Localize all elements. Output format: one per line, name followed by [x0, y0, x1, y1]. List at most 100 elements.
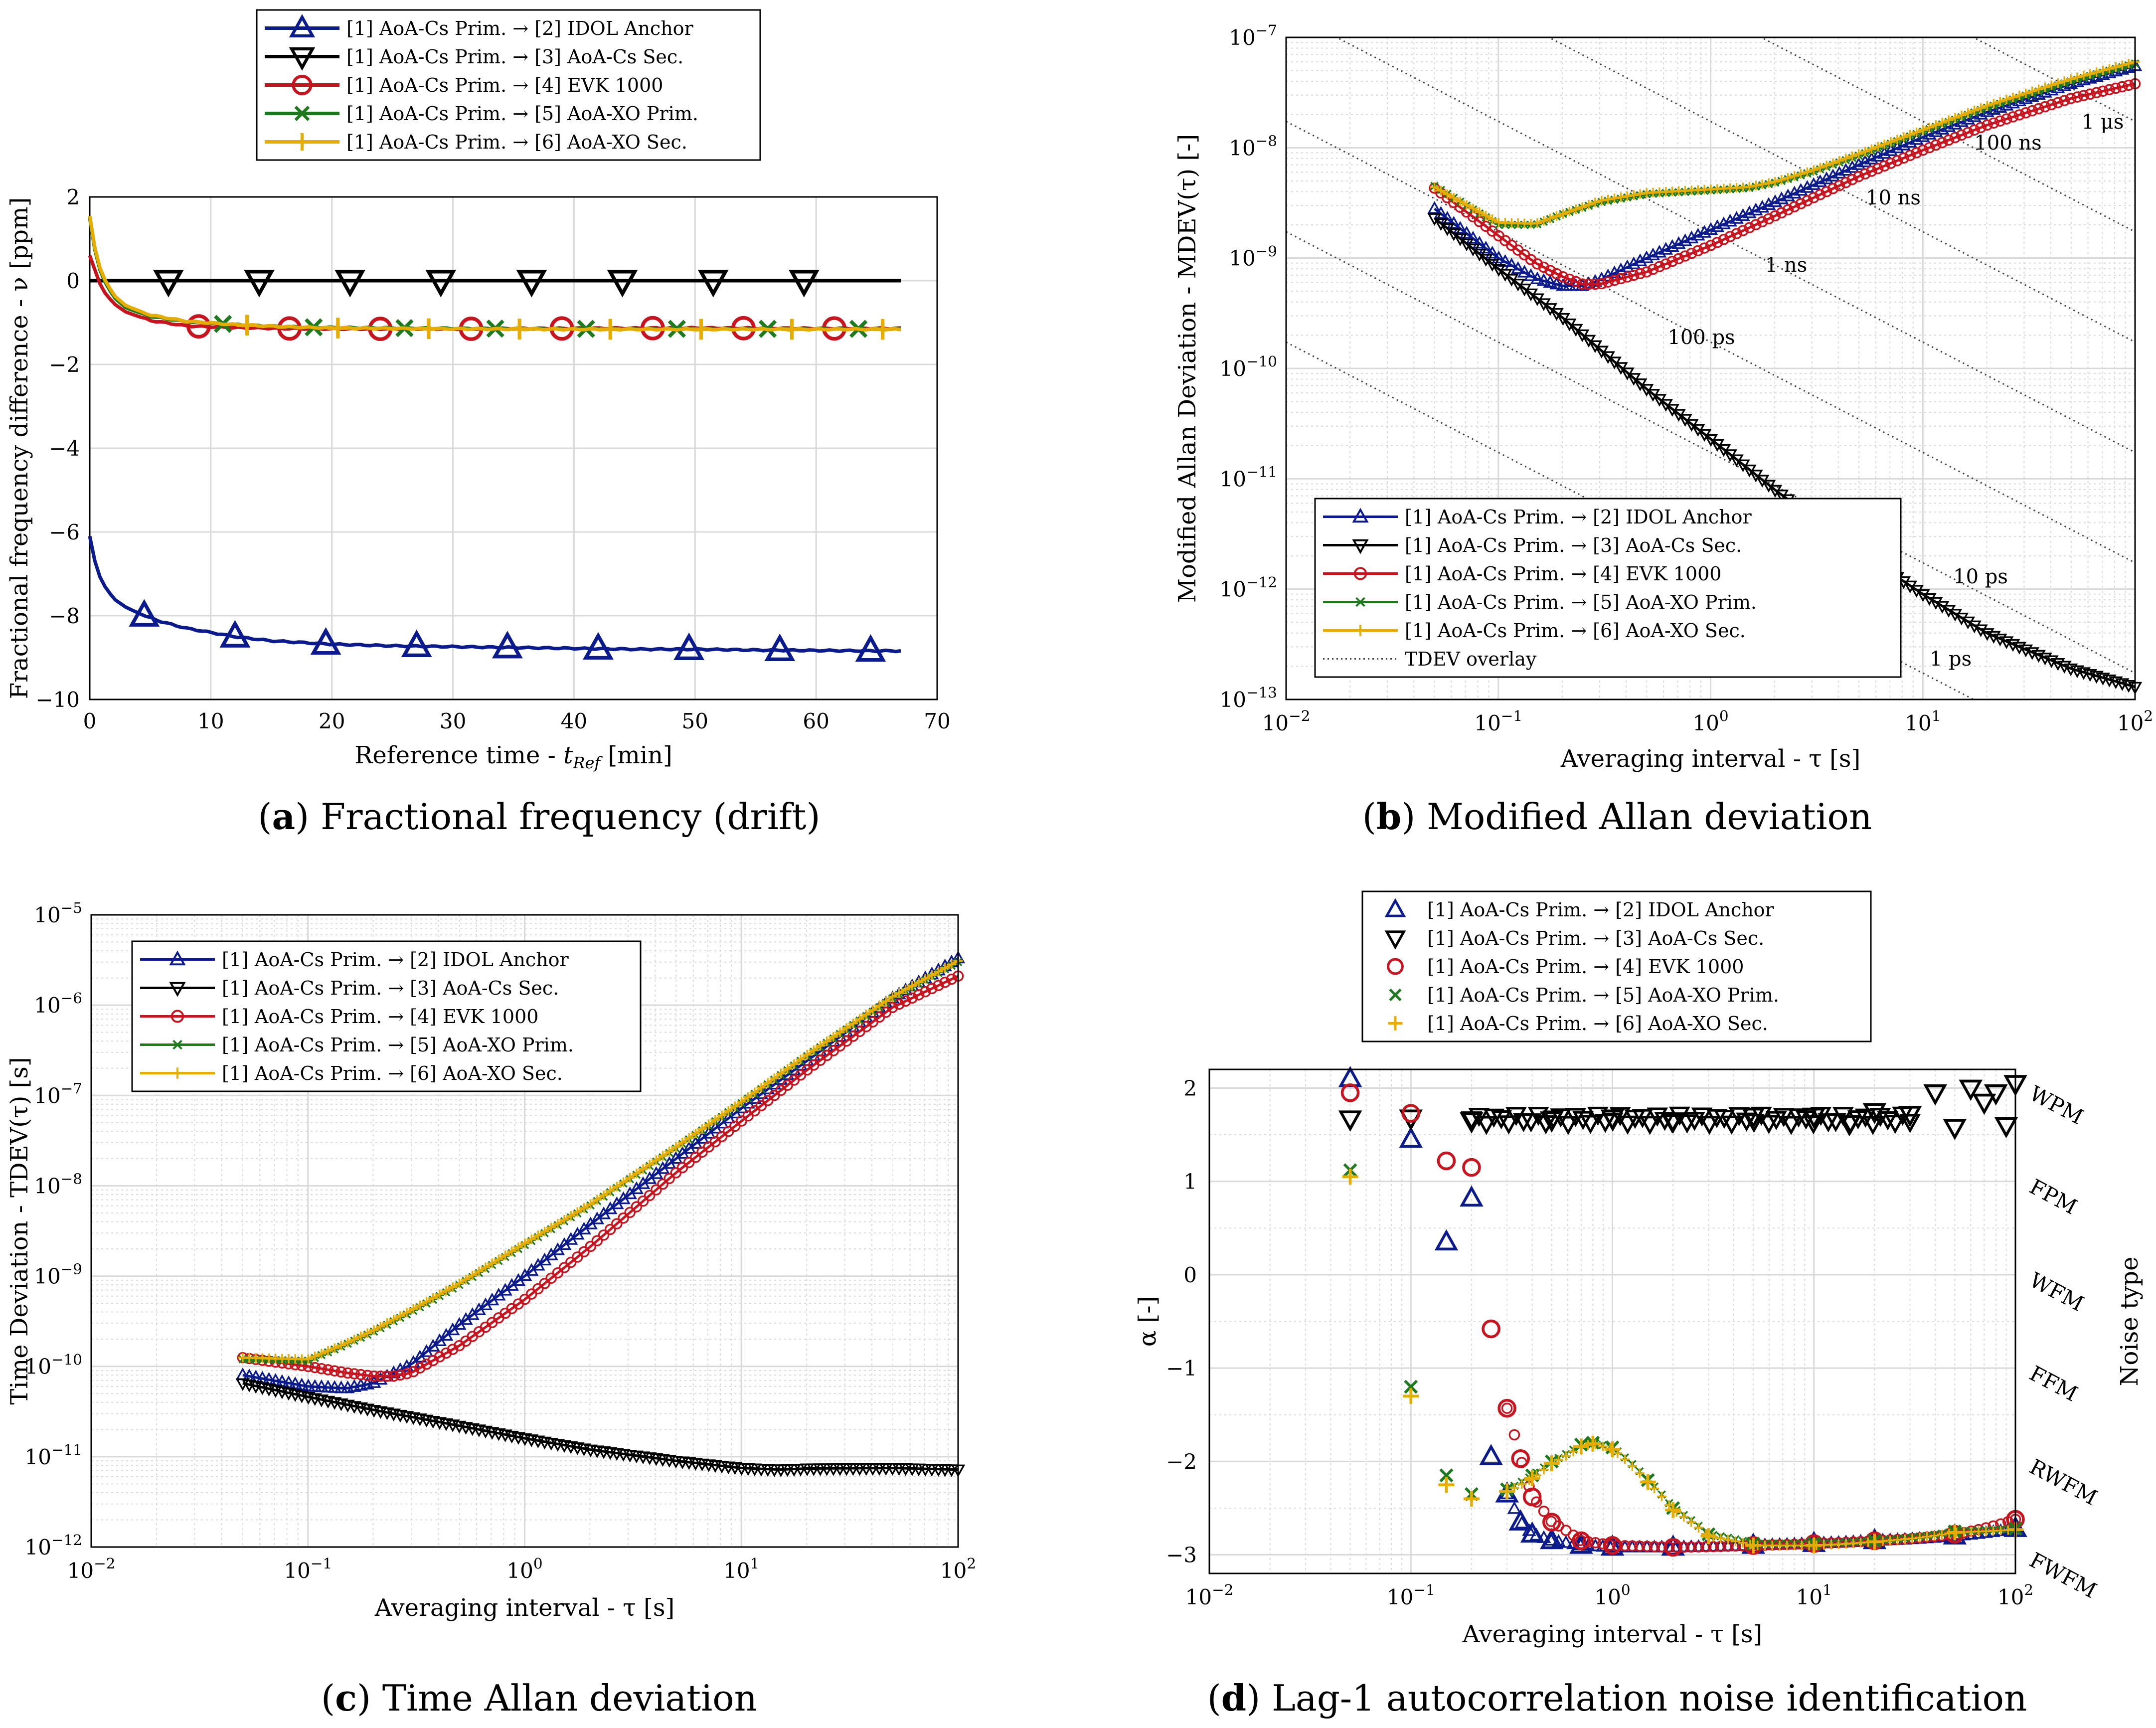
series-b-4-marker [1718, 234, 1730, 245]
series-d-3-marker [1535, 1115, 1557, 1135]
y-tick-label: 0 [66, 269, 80, 293]
series-b-4-marker [1724, 231, 1736, 242]
series-b-4-marker [1711, 237, 1723, 248]
series-b-4-marker [1673, 253, 1684, 265]
legend-label: [1] AoA-Cs Prim. → [2] IDOL Anchor [1405, 506, 1752, 528]
series-c-6-marker [743, 1092, 753, 1102]
series-c-6-marker [572, 1207, 582, 1217]
series-c-6-marker [369, 1325, 379, 1335]
series-b-6-marker [2014, 90, 2024, 100]
series-b-4-marker [1544, 265, 1556, 276]
series-c-6-marker [395, 1311, 405, 1321]
series-b-4-marker [1666, 255, 1678, 267]
series-b-4-marker [1904, 150, 1916, 162]
series-d-4-marker [1401, 1104, 1421, 1123]
caption-d-text: Lag-1 autocorrelation noise identificati… [1260, 1677, 2027, 1719]
series-b-2-marker [1492, 250, 1506, 264]
series-b-6-marker [1545, 213, 1555, 223]
series-b-4-marker [1602, 276, 1614, 288]
legend-marker [1352, 539, 1369, 554]
x-tick-label: 10−1 [1387, 1581, 1435, 1609]
x-axis-label: Reference time - tRef [min] [354, 741, 672, 772]
series-c-4-marker [381, 1370, 393, 1382]
series-b-4-marker [1538, 261, 1550, 273]
series-d-6-marker [1730, 1536, 1740, 1546]
y-axis-label: α [-] [1134, 1296, 1161, 1347]
series-c-6-marker [723, 1106, 733, 1116]
series-b-6-marker [1429, 182, 1440, 192]
series-b-4-marker [1789, 201, 1800, 212]
series-b-4-marker [1692, 245, 1704, 257]
series-b-6-marker [1809, 165, 1819, 175]
series-c-6-marker [520, 1238, 530, 1248]
series-b-4-marker [1962, 127, 1974, 139]
series-b-4-marker [1583, 278, 1595, 290]
series-b-6-marker [1744, 182, 1754, 192]
x-tick-label: 10−2 [1262, 707, 1311, 735]
series-b-2-marker [1498, 254, 1512, 267]
legend-marker [170, 1010, 184, 1023]
series-c-4-marker [355, 1369, 367, 1381]
series-c-3-marker [793, 1463, 808, 1477]
series-b-6-marker [1982, 101, 1992, 111]
series-d-3-marker [1476, 1116, 1497, 1135]
series-a-2-marker [492, 631, 523, 659]
series-d-3-marker [1580, 1115, 1601, 1134]
series-b-6-marker [1629, 190, 1639, 200]
series-d-2-marker [1529, 1528, 1544, 1541]
legend-label: [1] AoA-Cs Prim. → [5] AoA-XO Prim. [1427, 984, 1779, 1006]
series-d-3-marker [1498, 1115, 1519, 1135]
series-a-6-marker [328, 318, 348, 339]
series-c-6-marker [690, 1128, 700, 1139]
series-b-6-marker [1455, 196, 1465, 206]
y-tick-label: 10−11 [1220, 463, 1277, 491]
series-d-4-marker [1678, 1541, 1690, 1553]
series-b-6-marker [1924, 123, 1934, 133]
series-a-6-marker [600, 319, 621, 340]
series-a-6-marker [690, 319, 712, 340]
caption-c: (c) Time Allan deviation [321, 1677, 757, 1719]
series-b-4-marker [2110, 82, 2122, 94]
series-b-6-marker [2085, 69, 2095, 79]
series-d-3-marker [1557, 1116, 1579, 1135]
series-b-6-marker [1995, 97, 2005, 107]
series-b-6-marker [1976, 103, 1986, 113]
series-d-6-marker [1642, 1476, 1652, 1486]
series-b-6-marker [1912, 127, 1922, 137]
series-d-3-marker [1788, 1108, 1810, 1128]
series-c-6-marker [671, 1142, 681, 1152]
series-c-6-marker [829, 1032, 838, 1042]
series-d-4-marker [1670, 1542, 1682, 1553]
series-b-4-marker [1609, 274, 1620, 286]
series-d-6-marker [1922, 1532, 1932, 1542]
series-b-6-marker [2046, 80, 2056, 90]
series-d-4-marker [1597, 1538, 1609, 1550]
legend-marker [289, 14, 316, 37]
legend-marker [1353, 567, 1367, 580]
series-b-2-marker [1517, 265, 1532, 278]
series-c-3-marker [780, 1464, 795, 1477]
series-d-3-marker [1984, 1084, 2008, 1106]
series-b-3-marker [1922, 593, 1937, 606]
y-tick-label: 10−8 [1229, 132, 1277, 160]
series-c-6-marker [428, 1293, 438, 1303]
series-d-6-marker [1539, 1465, 1549, 1475]
series-d-2-marker [1514, 1516, 1529, 1529]
panel-b-modified-allan-deviation: 10−2 10−1 100 101 102 10−13 10−12 10−11 10−10 10−… [1078, 0, 2156, 864]
series-b-6-marker [1590, 197, 1600, 207]
series-b-4-marker [1744, 222, 1755, 233]
series-b-4-marker [2078, 90, 2090, 101]
series-b-6-marker [1963, 108, 1973, 118]
series-b-4-marker [1782, 204, 1794, 216]
series-b-4-marker [2000, 113, 2012, 125]
series-b-4-marker [1821, 186, 1832, 197]
series-d-4-marker [1604, 1539, 1616, 1551]
legend-marker [1388, 1016, 1403, 1031]
series-b-4-marker [1833, 179, 1845, 191]
legend-marker [1384, 930, 1406, 950]
series-b-4-marker [2039, 101, 2051, 113]
series-b-3-marker [1961, 616, 1976, 630]
series-d-6-marker [1524, 1470, 1540, 1487]
series-c-6-marker [317, 1349, 327, 1359]
legend-label: [1] AoA-Cs Prim. → [4] EVK 1000 [346, 74, 663, 96]
